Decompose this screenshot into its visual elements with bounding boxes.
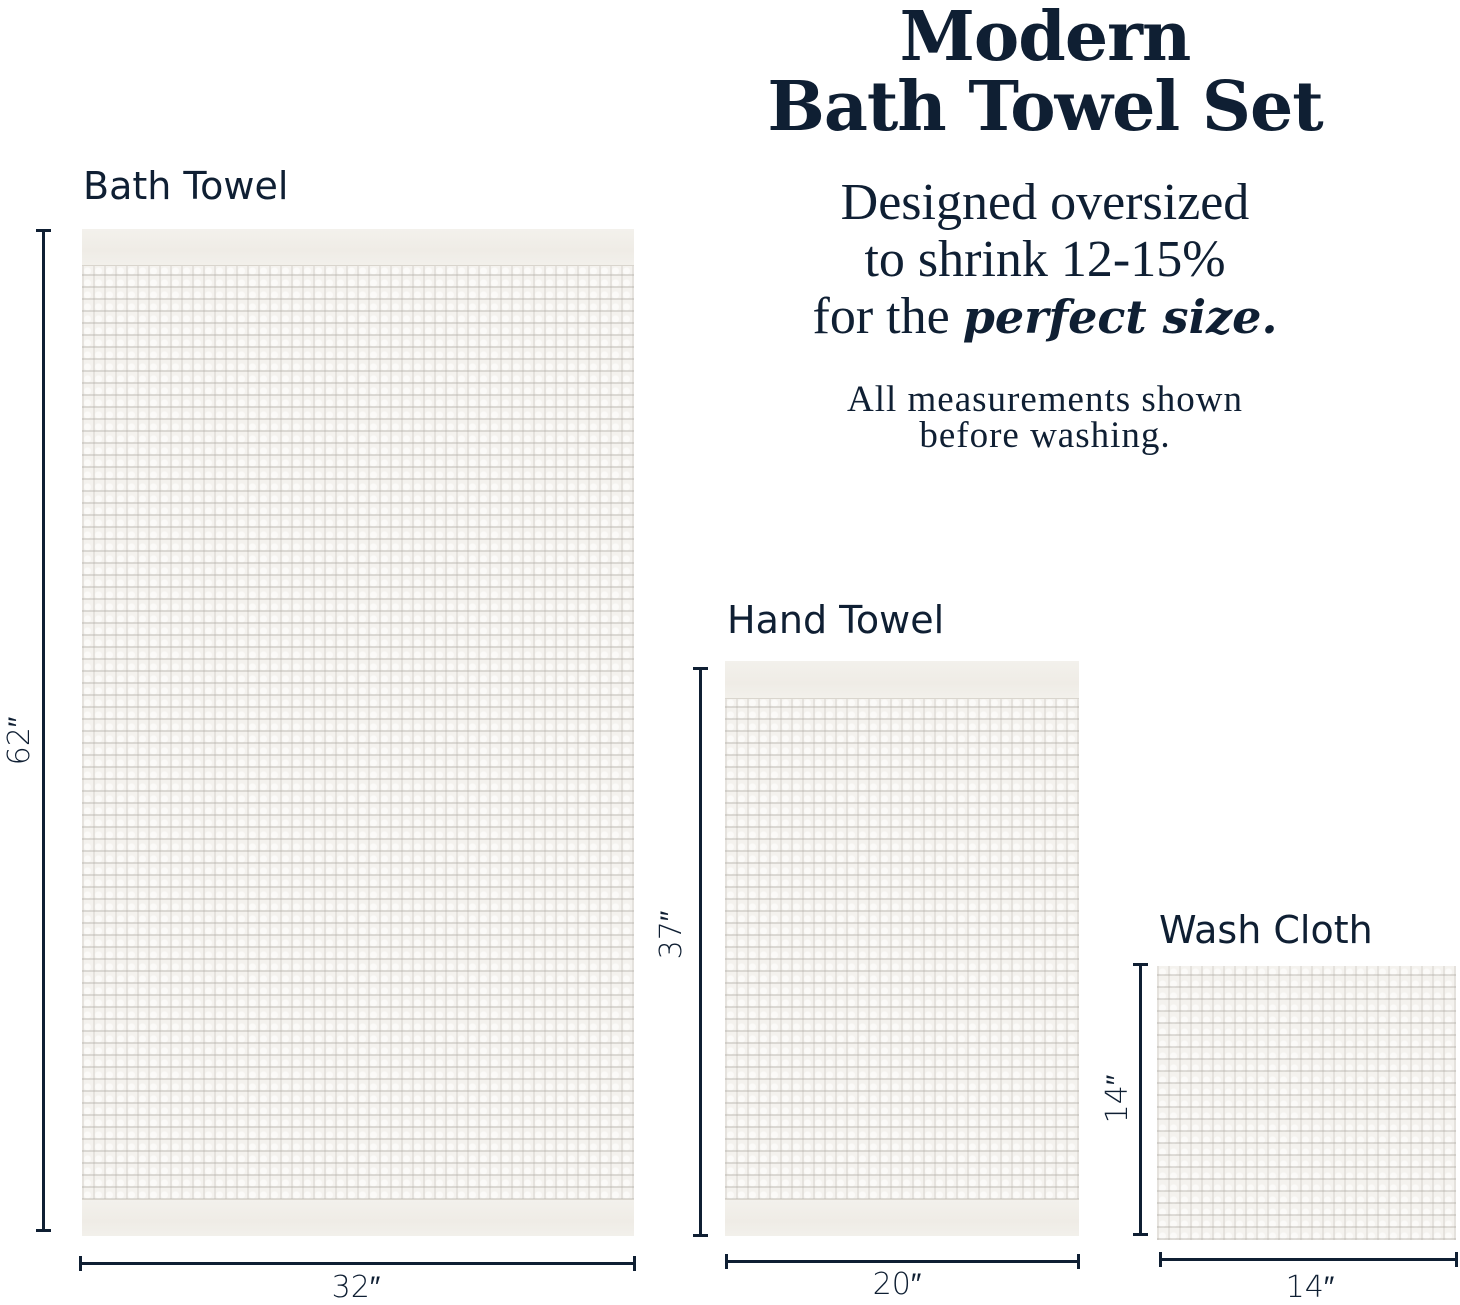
title-line-2: Bath Towel Set [767, 67, 1323, 147]
hand-towel-width-dimension-line [725, 1254, 1080, 1269]
hand-towel-height-dimension-line [693, 667, 708, 1237]
bath-towel-image [82, 229, 634, 1236]
wash-cloth-height-label: 14″ [1100, 1074, 1135, 1124]
subtitle-line-3: for the perfect size. [745, 288, 1345, 346]
towel-band-top [725, 661, 1079, 699]
hand-towel-height-label: 37″ [654, 910, 689, 960]
subtitle-emphasis: perfect size. [962, 290, 1278, 344]
wash-cloth-height-dimension-line [1133, 963, 1148, 1236]
title-block: Modern Bath Towel Set Designed oversized… [745, 0, 1345, 454]
wash-cloth-label: Wash Cloth [1159, 908, 1373, 952]
title-line-1: Modern [899, 0, 1192, 77]
note-line-1: All measurements shown [846, 379, 1244, 420]
bath-towel-width-label: 32″ [331, 1270, 381, 1305]
hand-towel-image [725, 661, 1079, 1236]
wash-cloth-image [1157, 966, 1456, 1240]
hand-towel-label: Hand Towel [727, 598, 945, 642]
bath-towel-height-label: 62″ [2, 716, 37, 766]
wash-cloth-width-dimension-line [1159, 1252, 1458, 1267]
subtitle-line-2: to shrink 12-15% [864, 231, 1226, 288]
wash-cloth-width-label: 14″ [1285, 1270, 1335, 1305]
towel-band-bottom [82, 1199, 634, 1236]
measurement-note: All measurements shown before washing. [745, 379, 1345, 456]
towel-band-bottom [725, 1199, 1079, 1236]
bath-towel-label: Bath Towel [83, 164, 289, 208]
bath-towel-width-dimension-line [79, 1256, 636, 1271]
note-line-2: before washing. [919, 415, 1171, 456]
bath-towel-height-dimension-line [36, 229, 51, 1232]
subtitle: Designed oversized to shrink 12-15% for … [745, 174, 1345, 346]
subtitle-line-1: Designed oversized [840, 174, 1250, 231]
subtitle-line-3-prefix: for the [812, 288, 963, 345]
towel-band-top [82, 229, 634, 266]
hand-towel-width-label: 20″ [872, 1267, 922, 1302]
